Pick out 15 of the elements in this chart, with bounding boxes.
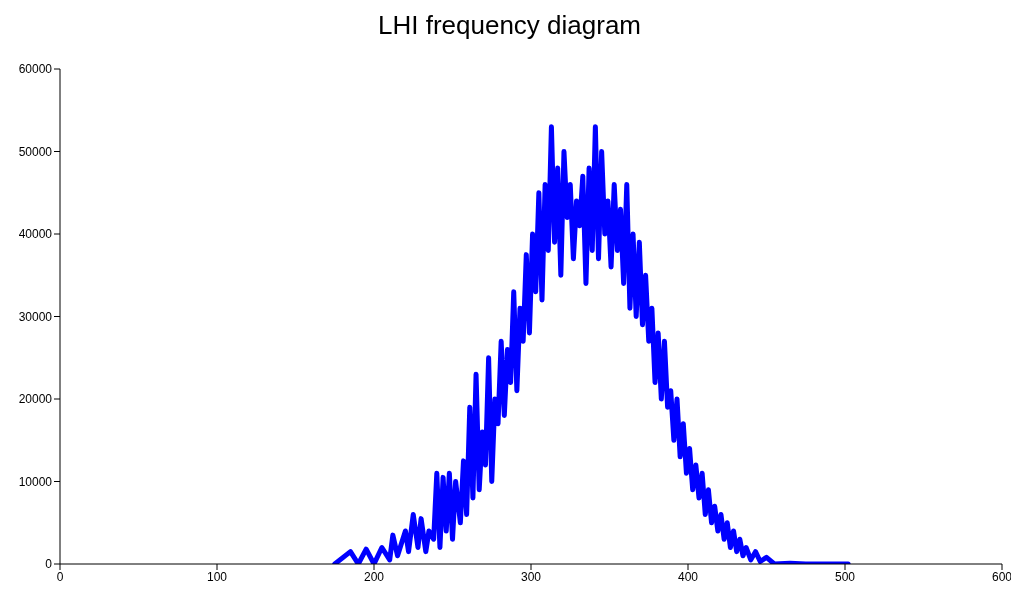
y-tick-label: 60000	[18, 62, 53, 77]
y-tick-label: 10000	[18, 474, 53, 489]
x-tick-label: 400	[677, 569, 699, 584]
x-tick-label: 300	[520, 569, 542, 584]
y-tick-label: 30000	[18, 309, 53, 324]
x-tick-label: 600	[991, 569, 1013, 584]
x-tick-label: 0	[56, 569, 64, 584]
y-tick-label: 50000	[18, 144, 53, 159]
x-tick-label: 200	[363, 569, 385, 584]
chart-title: LHI frequency diagram	[377, 10, 642, 41]
x-tick-label: 100	[206, 569, 228, 584]
y-tick-label: 0	[45, 557, 53, 572]
y-tick-label: 40000	[18, 227, 53, 242]
y-tick-label: 20000	[18, 392, 53, 407]
x-tick-label: 500	[834, 569, 856, 584]
